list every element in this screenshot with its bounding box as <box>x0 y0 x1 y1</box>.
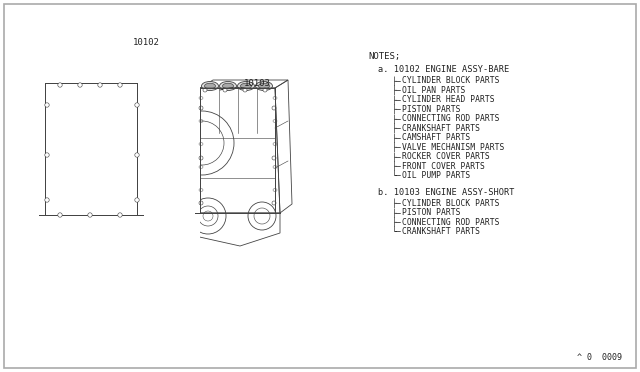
Text: CRANKSHAFT PARTS: CRANKSHAFT PARTS <box>402 124 480 132</box>
Circle shape <box>263 88 267 92</box>
Text: ├─: ├─ <box>392 95 402 105</box>
Ellipse shape <box>220 81 237 90</box>
Circle shape <box>135 103 140 107</box>
Circle shape <box>58 213 62 217</box>
Text: PISTON PARTS: PISTON PARTS <box>402 105 461 113</box>
Text: ├─: ├─ <box>392 152 402 161</box>
Ellipse shape <box>223 83 234 89</box>
Circle shape <box>58 83 62 87</box>
Circle shape <box>98 83 102 87</box>
Circle shape <box>88 213 92 217</box>
Circle shape <box>199 106 203 110</box>
Text: CYLINDER HEAD PARTS: CYLINDER HEAD PARTS <box>402 95 495 104</box>
Circle shape <box>199 156 203 160</box>
Circle shape <box>272 156 276 160</box>
Text: ├─: ├─ <box>392 114 402 124</box>
Circle shape <box>135 153 140 157</box>
Circle shape <box>223 88 227 92</box>
Text: OIL PAN PARTS: OIL PAN PARTS <box>402 86 465 94</box>
Circle shape <box>118 83 122 87</box>
Text: CYLINDER BLOCK PARTS: CYLINDER BLOCK PARTS <box>402 76 499 85</box>
Text: └─: └─ <box>392 227 402 236</box>
Text: ROCKER COVER PARTS: ROCKER COVER PARTS <box>402 152 490 161</box>
Circle shape <box>118 213 122 217</box>
Polygon shape <box>0 83 45 215</box>
Text: ^ 0  0009: ^ 0 0009 <box>577 353 622 362</box>
Ellipse shape <box>255 81 273 90</box>
Polygon shape <box>0 0 200 288</box>
Text: ├─: ├─ <box>392 86 402 95</box>
Text: ├─: ├─ <box>392 76 402 86</box>
Text: CONNECTING ROD PARTS: CONNECTING ROD PARTS <box>402 218 499 227</box>
Text: ├─: ├─ <box>392 218 402 227</box>
Text: CYLINDER BLOCK PARTS: CYLINDER BLOCK PARTS <box>402 199 499 208</box>
Text: ├─: ├─ <box>392 142 402 152</box>
Circle shape <box>135 198 140 202</box>
Circle shape <box>203 88 207 92</box>
Circle shape <box>78 83 82 87</box>
Circle shape <box>272 201 276 205</box>
Text: ├─: ├─ <box>392 199 402 208</box>
Text: ├─: ├─ <box>392 161 402 171</box>
Text: CRANKSHAFT PARTS: CRANKSHAFT PARTS <box>402 227 480 236</box>
Text: ├─: ├─ <box>392 105 402 114</box>
Ellipse shape <box>202 81 218 90</box>
Text: OIL PUMP PARTS: OIL PUMP PARTS <box>402 171 470 180</box>
Text: └─: └─ <box>392 171 402 180</box>
Text: VALVE MECHANISM PARTS: VALVE MECHANISM PARTS <box>402 142 504 151</box>
Text: 10102: 10102 <box>133 38 160 47</box>
Text: FRONT COVER PARTS: FRONT COVER PARTS <box>402 161 485 170</box>
Circle shape <box>199 201 203 205</box>
Ellipse shape <box>241 83 252 89</box>
Text: CAMSHAFT PARTS: CAMSHAFT PARTS <box>402 133 470 142</box>
Text: PISTON PARTS: PISTON PARTS <box>402 208 461 217</box>
Text: ├─: ├─ <box>392 133 402 142</box>
Circle shape <box>45 153 49 157</box>
Text: 10103: 10103 <box>244 79 271 88</box>
Text: CONNECTING ROD PARTS: CONNECTING ROD PARTS <box>402 114 499 123</box>
Ellipse shape <box>205 83 216 89</box>
Circle shape <box>243 88 247 92</box>
Ellipse shape <box>259 83 269 89</box>
Ellipse shape <box>237 81 255 90</box>
Circle shape <box>272 106 276 110</box>
Circle shape <box>45 198 49 202</box>
Text: ├─: ├─ <box>392 124 402 133</box>
Text: ├─: ├─ <box>392 208 402 218</box>
Text: a. 10102 ENGINE ASSY-BARE: a. 10102 ENGINE ASSY-BARE <box>378 65 509 74</box>
Text: b. 10103 ENGINE ASSY-SHORT: b. 10103 ENGINE ASSY-SHORT <box>378 187 515 196</box>
Text: NOTES;: NOTES; <box>368 52 400 61</box>
Circle shape <box>45 103 49 107</box>
